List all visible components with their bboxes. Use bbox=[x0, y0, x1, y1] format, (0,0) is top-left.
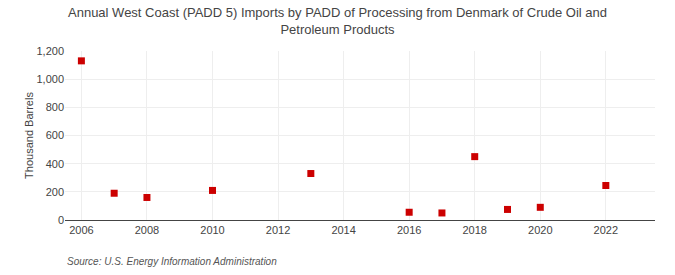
svg-text:600: 600 bbox=[46, 129, 64, 141]
svg-text:0: 0 bbox=[58, 214, 64, 226]
svg-text:2020: 2020 bbox=[528, 224, 552, 236]
svg-text:Source: U.S. Energy Informatio: Source: U.S. Energy Information Administ… bbox=[67, 256, 277, 267]
svg-text:2018: 2018 bbox=[462, 224, 486, 236]
svg-text:400: 400 bbox=[46, 158, 64, 170]
svg-text:2016: 2016 bbox=[397, 224, 421, 236]
svg-text:Annual West Coast (PADD 5) Imp: Annual West Coast (PADD 5) Imports by PA… bbox=[68, 5, 607, 37]
svg-text:2014: 2014 bbox=[331, 224, 355, 236]
svg-text:2022: 2022 bbox=[594, 224, 618, 236]
svg-text:200: 200 bbox=[46, 186, 64, 198]
svg-text:2006: 2006 bbox=[69, 224, 93, 236]
svg-text:1,000: 1,000 bbox=[36, 73, 64, 85]
svg-text:1,200: 1,200 bbox=[36, 45, 64, 57]
svg-text:Thousand Barrels: Thousand Barrels bbox=[23, 92, 35, 179]
svg-text:2008: 2008 bbox=[135, 224, 159, 236]
svg-text:800: 800 bbox=[46, 101, 64, 113]
svg-text:2012: 2012 bbox=[266, 224, 290, 236]
svg-text:2010: 2010 bbox=[200, 224, 224, 236]
